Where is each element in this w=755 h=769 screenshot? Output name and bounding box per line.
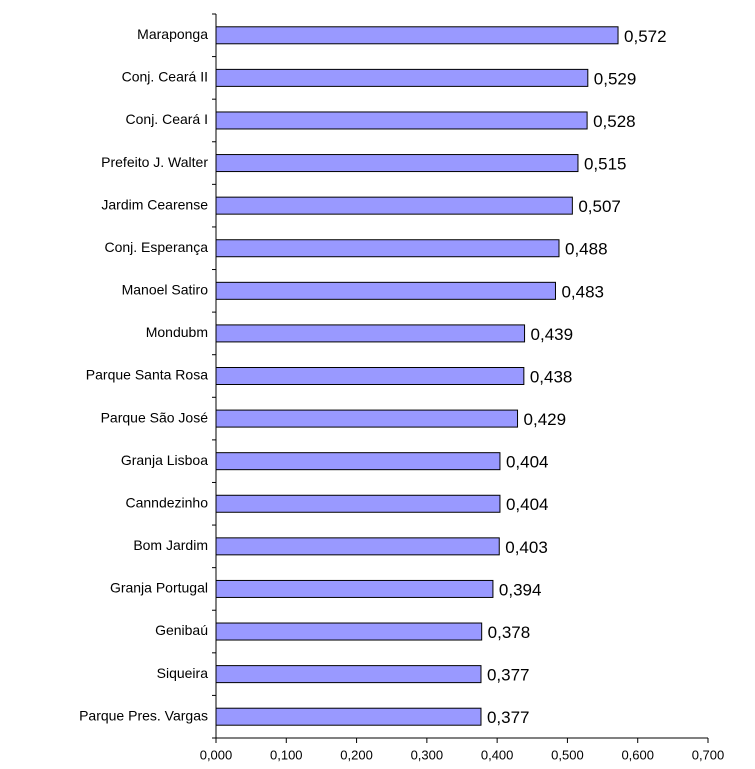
x-tick-label: 0,500 — [551, 747, 584, 762]
y-tick-label: Jardim Cearense — [101, 196, 208, 212]
value-label: 0,404 — [506, 495, 549, 514]
bar — [215, 367, 525, 385]
y-tick-label: Bom Jardim — [133, 537, 208, 553]
bar — [215, 111, 588, 130]
value-label: 0,404 — [506, 453, 549, 472]
y-tick-label: Prefeito J. Walter — [101, 154, 208, 170]
value-label: 0,394 — [499, 580, 542, 599]
bar — [215, 707, 482, 726]
value-label: 0,488 — [565, 240, 608, 259]
bar — [215, 452, 501, 471]
bar — [215, 622, 483, 641]
value-label: 0,529 — [594, 69, 637, 88]
bar — [215, 409, 519, 428]
y-tick-label: Granja Portugal — [110, 580, 208, 596]
y-tick-label: Conj. Esperança — [104, 239, 208, 255]
bar — [215, 494, 501, 513]
bar — [215, 537, 500, 556]
x-tick-label: 0,100 — [270, 747, 303, 762]
x-tick-label: 0,600 — [621, 747, 654, 762]
bar — [215, 665, 482, 684]
value-label: 0,378 — [488, 623, 531, 642]
x-tick-label: 0,000 — [200, 747, 233, 762]
y-tick-label: Parque Santa Rosa — [86, 367, 208, 383]
bar — [215, 196, 573, 215]
y-tick-label: Mondubm — [146, 324, 208, 340]
y-tick-label: Genibaú — [155, 622, 208, 638]
value-label: 0,429 — [524, 410, 567, 429]
y-tick-label: Manoel Satiro — [122, 282, 209, 298]
y-tick-label: Parque São José — [101, 409, 209, 425]
x-tick-label: 0,300 — [411, 747, 444, 762]
value-label: 0,572 — [624, 27, 667, 46]
value-label: 0,377 — [487, 666, 530, 685]
value-label: 0,528 — [593, 112, 636, 131]
value-label: 0,403 — [505, 538, 548, 557]
value-label: 0,438 — [530, 367, 573, 386]
value-label: 0,377 — [487, 708, 530, 727]
x-tick-label: 0,400 — [481, 747, 514, 762]
bar — [215, 324, 526, 343]
y-tick-label: Canndezinho — [125, 494, 208, 510]
bar — [215, 281, 556, 300]
value-label: 0,483 — [561, 282, 604, 301]
x-tick-label: 0,200 — [340, 747, 373, 762]
y-tick-label: Granja Lisboa — [121, 452, 208, 468]
y-tick-label: Siqueira — [157, 665, 209, 681]
bar — [215, 68, 589, 87]
y-tick-label: Maraponga — [137, 26, 208, 42]
bar — [215, 579, 494, 598]
y-tick-label: Parque Pres. Vargas — [79, 707, 208, 723]
value-label: 0,439 — [531, 325, 574, 344]
value-label: 0,515 — [584, 155, 627, 174]
y-tick-label: Conj. Ceará II — [122, 69, 208, 85]
value-label: 0,507 — [578, 197, 621, 216]
x-tick-label: 0,700 — [692, 747, 725, 762]
bar — [215, 239, 560, 258]
bar — [215, 26, 619, 45]
bar — [215, 154, 579, 173]
y-tick-label: Conj. Ceará I — [126, 111, 208, 127]
